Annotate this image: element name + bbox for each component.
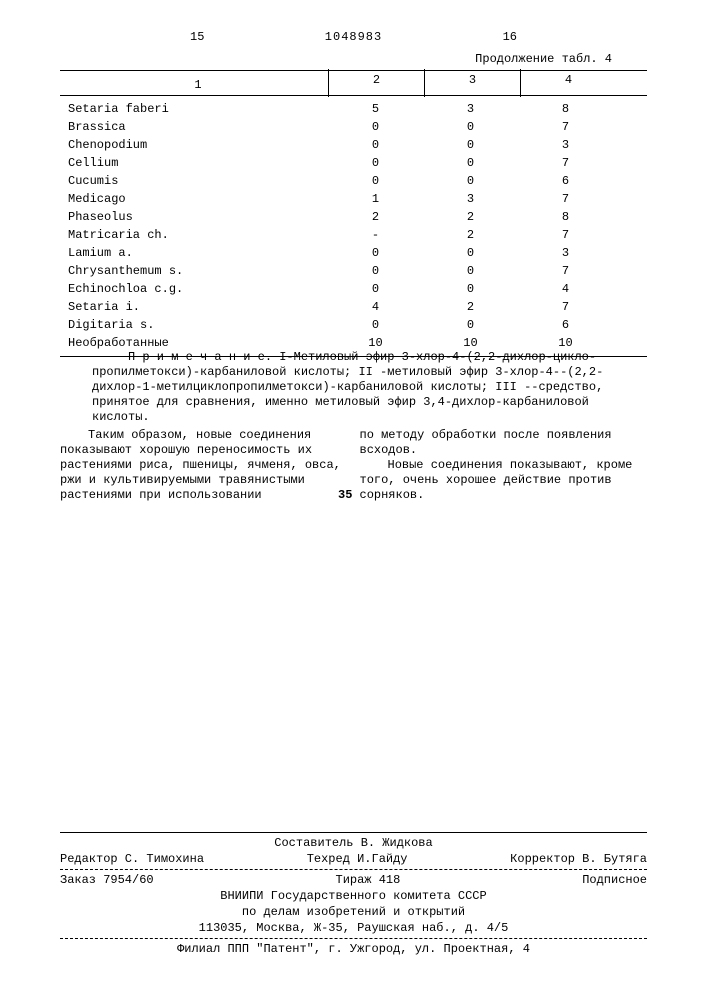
table-row: Chrysanthemum s.007 <box>60 262 647 280</box>
table-row: Cellium007 <box>60 154 647 172</box>
cell-c4: 6 <box>518 318 613 332</box>
cell-c2: 0 <box>328 246 423 260</box>
cell-c4: 7 <box>518 120 613 134</box>
cell-name: Brassica <box>60 120 328 134</box>
col-header-2: 2 <box>328 69 424 97</box>
cell-c3: 0 <box>423 174 518 188</box>
cell-name: Cellium <box>60 156 328 170</box>
cell-c2: - <box>328 228 423 242</box>
cell-c4: 6 <box>518 174 613 188</box>
cell-c2: 1 <box>328 192 423 206</box>
cell-c2: 0 <box>328 156 423 170</box>
cell-name: Chrysanthemum s. <box>60 264 328 278</box>
table-row: Digitaria s.006 <box>60 316 647 334</box>
col-header-4: 4 <box>520 69 616 97</box>
body-right-p2: Новые соединения показывают, кроме того,… <box>360 458 648 503</box>
cell-c2: 0 <box>328 120 423 134</box>
footer-org2: по делам изобретений и открытий <box>60 904 647 920</box>
cell-c3: 0 <box>423 156 518 170</box>
cell-c4: 4 <box>518 282 613 296</box>
cell-c3: 2 <box>423 228 518 242</box>
cell-c3: 0 <box>423 138 518 152</box>
cell-c4: 10 <box>518 336 613 350</box>
cell-name: Setaria faberi <box>60 102 328 116</box>
cell-c2: 10 <box>328 336 423 350</box>
cell-c3: 3 <box>423 192 518 206</box>
col-header-3: 3 <box>424 69 520 97</box>
col-header-1: 1 <box>60 78 328 92</box>
footer-block: Составитель В. Жидкова Редактор С. Тимох… <box>60 830 647 957</box>
table-header-row: 1 2 3 4 <box>60 71 647 96</box>
cell-c2: 5 <box>328 102 423 116</box>
cell-c3: 2 <box>423 300 518 314</box>
cell-name: Необработанные <box>60 336 328 350</box>
footer-order: Заказ 7954/60 <box>60 872 154 888</box>
cell-name: Medicago <box>60 192 328 206</box>
cell-name: Setaria i. <box>60 300 328 314</box>
cell-c2: 0 <box>328 138 423 152</box>
cell-c4: 8 <box>518 102 613 116</box>
table-row: Medicago137 <box>60 190 647 208</box>
cell-c3: 0 <box>423 246 518 260</box>
cell-name: Phaseolus <box>60 210 328 224</box>
cell-c4: 3 <box>518 246 613 260</box>
table-row: Phaseolus228 <box>60 208 647 226</box>
cell-name: Echinochloa c.g. <box>60 282 328 296</box>
cell-c4: 7 <box>518 192 613 206</box>
table-continuation-label: Продолжение табл. 4 <box>475 52 612 66</box>
cell-c2: 2 <box>328 210 423 224</box>
note-block: П р и м е ч а н и е. I-Метиловый эфир 3-… <box>92 350 647 425</box>
footer-techred: Техред И.Гайду <box>307 851 408 867</box>
cell-c2: 0 <box>328 318 423 332</box>
cell-name: Matricaria ch. <box>60 228 328 242</box>
table-row: Chenopodium003 <box>60 136 647 154</box>
footer-filial: Филиал ППП "Патент", г. Ужгород, ул. Про… <box>60 941 647 957</box>
cell-c2: 0 <box>328 174 423 188</box>
table-row: Matricaria ch.-27 <box>60 226 647 244</box>
table-row: Setaria i.427 <box>60 298 647 316</box>
cell-c3: 0 <box>423 318 518 332</box>
footer-podpis: Подписное <box>582 872 647 888</box>
cell-c4: 7 <box>518 264 613 278</box>
cell-name: Lamium a. <box>60 246 328 260</box>
cell-c3: 0 <box>423 120 518 134</box>
cell-c4: 7 <box>518 156 613 170</box>
cell-c2: 0 <box>328 282 423 296</box>
cell-c2: 4 <box>328 300 423 314</box>
cell-c4: 8 <box>518 210 613 224</box>
footer-org1: ВНИИПИ Государственного комитета СССР <box>60 888 647 904</box>
table-row: Cucumis006 <box>60 172 647 190</box>
footer-tirazh: Тираж 418 <box>336 872 401 888</box>
cell-c3: 0 <box>423 282 518 296</box>
footer-editor: Редактор С. Тимохина <box>60 851 204 867</box>
cell-c2: 0 <box>328 264 423 278</box>
table-row: Echinochloa c.g.004 <box>60 280 647 298</box>
body-left-column: Таким образом, новые соединения показыва… <box>60 428 348 503</box>
table-row: Lamium a.003 <box>60 244 647 262</box>
table-row: Brassica007 <box>60 118 647 136</box>
footer-addr: 113035, Москва, Ж-35, Раушская наб., д. … <box>60 920 647 936</box>
cell-c3: 2 <box>423 210 518 224</box>
cell-c4: 3 <box>518 138 613 152</box>
body-left-p1: Таким образом, новые соединения показыва… <box>60 428 348 503</box>
body-right-column: по методу обработки после появления всхо… <box>360 428 648 503</box>
cell-c4: 7 <box>518 300 613 314</box>
page-number-left: 15 <box>190 30 204 44</box>
cell-name: Cucumis <box>60 174 328 188</box>
data-table: 1 2 3 4 Setaria faberi538Brassica007Chen… <box>60 68 647 357</box>
cell-name: Digitaria s. <box>60 318 328 332</box>
body-right-p1: по методу обработки после появления всхо… <box>360 428 648 458</box>
cell-c3: 10 <box>423 336 518 350</box>
cell-name: Chenopodium <box>60 138 328 152</box>
page-number-right: 16 <box>503 30 517 44</box>
footer-composer: Составитель В. Жидкова <box>60 835 647 851</box>
cell-c3: 0 <box>423 264 518 278</box>
document-number: 1048983 <box>325 30 382 44</box>
cell-c4: 7 <box>518 228 613 242</box>
table-row: Setaria faberi538 <box>60 100 647 118</box>
footer-corrector: Корректор В. Бутяга <box>510 851 647 867</box>
cell-c3: 3 <box>423 102 518 116</box>
